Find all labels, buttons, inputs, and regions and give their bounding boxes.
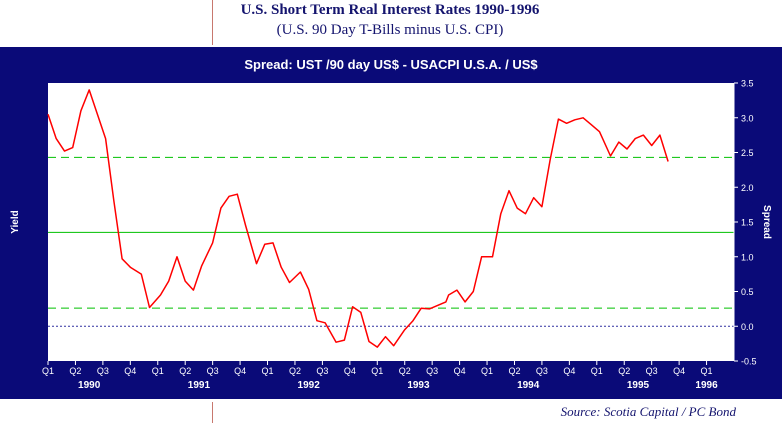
y-tick-label: 0.5 (741, 287, 754, 297)
page-title: U.S. Short Term Real Interest Rates 1990… (240, 2, 540, 18)
x-year-label: 1994 (517, 380, 540, 391)
x-tick-label: Q1 (152, 366, 164, 376)
x-tick-label: Q3 (426, 366, 438, 376)
x-tick-label: Q4 (454, 366, 466, 376)
x-tick-label: Q1 (591, 366, 603, 376)
x-year-label: 1991 (188, 380, 211, 391)
x-tick-label: Q4 (563, 366, 575, 376)
y-tick-label: 1.5 (741, 218, 754, 228)
x-tick-label: Q4 (124, 366, 136, 376)
x-tick-label: Q1 (481, 366, 493, 376)
y-tick-label: 1.0 (741, 252, 754, 262)
x-tick-label: Q4 (673, 366, 685, 376)
x-tick-label: Q1 (262, 366, 274, 376)
x-tick-label: Q3 (97, 366, 109, 376)
x-tick-label: Q2 (289, 366, 301, 376)
y-tick-label: 2.0 (741, 183, 754, 193)
y-tick-label: 2.5 (741, 148, 754, 158)
y-axis-label-left: Yield (10, 210, 21, 234)
x-tick-label: Q2 (69, 366, 81, 376)
x-tick-label: Q3 (207, 366, 219, 376)
x-tick-label: Q2 (399, 366, 411, 376)
x-tick-label: Q2 (618, 366, 630, 376)
x-tick-label: Q3 (536, 366, 548, 376)
y-tick-label: 0.0 (741, 322, 754, 332)
x-tick-label: Q3 (316, 366, 328, 376)
x-tick-label: Q1 (701, 366, 713, 376)
page-divider-bottom (212, 402, 213, 423)
y-tick-label: 3.0 (741, 113, 754, 123)
source-note: Source: Scotia Capital / PC Bond (560, 404, 736, 419)
x-tick-label: Q3 (646, 366, 658, 376)
x-tick-label: Q1 (42, 366, 54, 376)
x-tick-label: Q1 (371, 366, 383, 376)
x-year-label: 1992 (298, 380, 321, 391)
x-tick-label: Q2 (179, 366, 191, 376)
x-year-label: 1996 (695, 380, 718, 391)
y-tick-label: 3.5 (741, 79, 754, 89)
plot-area (48, 83, 734, 361)
y-axis-label-right: Spread (761, 205, 772, 239)
x-tick-label: Q4 (234, 366, 246, 376)
chart-title: Spread: UST /90 day US$ - USACPI U.S.A. … (244, 57, 538, 72)
x-tick-label: Q2 (508, 366, 520, 376)
x-tick-label: Q4 (344, 366, 356, 376)
y-tick-label: -0.5 (741, 357, 757, 367)
page-subtitle: (U.S. 90 Day T-Bills minus U.S. CPI) (276, 22, 504, 38)
series-line (47, 89, 669, 348)
x-year-label: 1995 (627, 380, 650, 391)
x-year-label: 1993 (407, 380, 430, 391)
x-year-label: 1990 (78, 380, 101, 391)
page-divider-top (212, 0, 213, 45)
